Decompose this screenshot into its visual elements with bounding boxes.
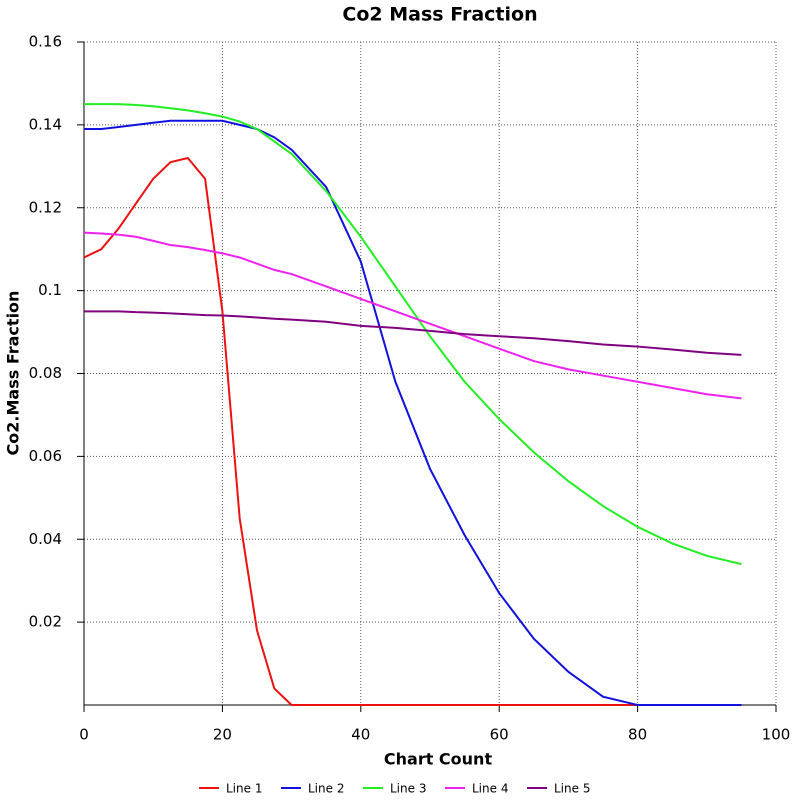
- y-axis-label: Co2.Mass Fraction: [4, 291, 23, 456]
- series-line: [84, 103, 742, 566]
- y-tick-label: 0.12: [29, 198, 62, 216]
- legend-label: Line 4: [472, 782, 508, 796]
- series-line: [84, 310, 742, 356]
- y-tick-label: 0.08: [29, 364, 62, 382]
- y-tick-label: 0.04: [29, 530, 62, 548]
- series-line: [84, 119, 742, 706]
- legend-label: Line 5: [554, 782, 590, 796]
- series-line: [83, 156, 742, 706]
- legend-label: Line 1: [226, 782, 262, 796]
- legend-label: Line 3: [390, 782, 426, 796]
- y-tick-label: 0.06: [29, 447, 62, 465]
- x-tick-label: 40: [351, 726, 370, 744]
- x-tick-label: 60: [490, 726, 509, 744]
- chart-title: Co2 Mass Fraction: [342, 4, 537, 26]
- x-tick-label: 20: [213, 726, 232, 744]
- y-tick-label: 0.1: [38, 281, 62, 299]
- x-tick-label: 0: [79, 726, 89, 744]
- y-tick-label: 0.02: [29, 613, 62, 631]
- y-tick-label: 0.14: [29, 115, 62, 133]
- series-line: [83, 231, 742, 400]
- legend-label: Line 2: [308, 782, 344, 796]
- x-tick-label: 80: [628, 726, 647, 744]
- y-tick-label: 0.16: [29, 33, 62, 51]
- x-axis-label: Chart Count: [384, 750, 493, 769]
- x-tick-label: 100: [762, 726, 791, 744]
